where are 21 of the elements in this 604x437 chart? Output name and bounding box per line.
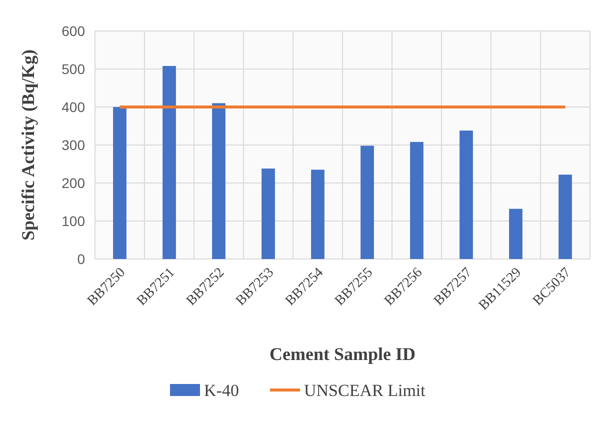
y-tick-label: 0	[77, 250, 86, 267]
y-tick-label: 100	[62, 212, 86, 229]
bar	[113, 107, 126, 259]
y-tick-label: 400	[62, 98, 86, 115]
bar	[509, 208, 522, 259]
legend-label: UNSCEAR Limit	[304, 381, 426, 400]
y-tick-label: 500	[62, 60, 86, 77]
bar	[262, 168, 275, 259]
y-tick-label: 600	[62, 22, 86, 39]
bar	[311, 170, 324, 259]
bar	[360, 146, 374, 259]
y-tick-label: 300	[62, 136, 86, 153]
y-tick-label: 200	[62, 174, 86, 191]
x-axis-title: Cement Sample ID	[270, 344, 416, 364]
bar	[162, 66, 176, 259]
bar	[558, 174, 572, 259]
legend-label: K-40	[204, 381, 239, 400]
y-axis-title: Specific Activity (Bq/Kg)	[18, 50, 38, 240]
bar	[410, 142, 424, 259]
bar	[212, 103, 226, 259]
bar	[460, 130, 473, 259]
